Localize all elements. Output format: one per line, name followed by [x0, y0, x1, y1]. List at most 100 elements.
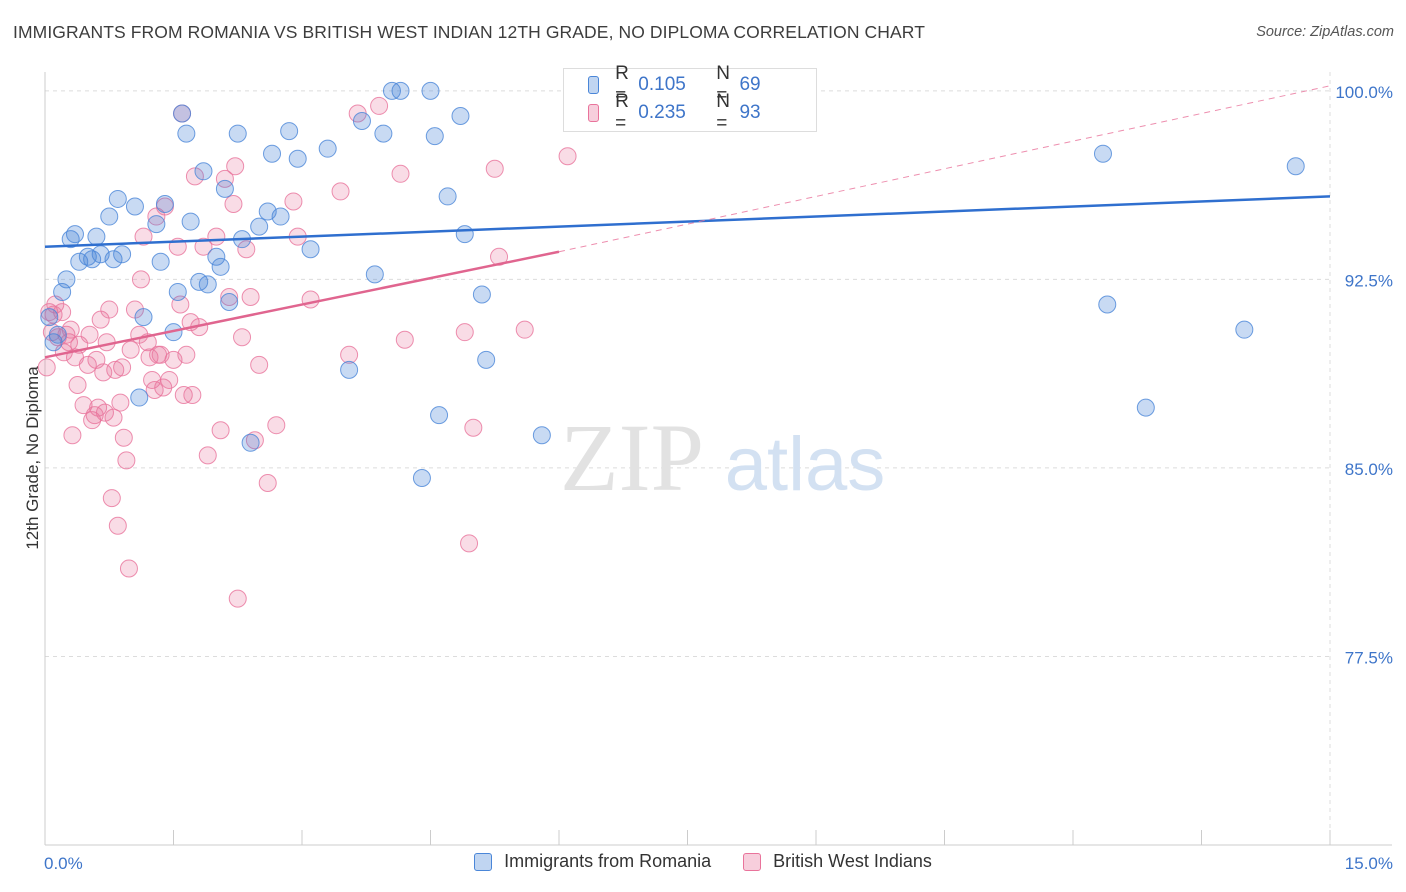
romania-point	[425, 127, 444, 146]
romania-point	[301, 240, 320, 259]
romania-point	[1136, 398, 1155, 417]
romania-point	[352, 112, 371, 131]
romania-point	[318, 139, 337, 158]
bwi-point	[395, 330, 414, 349]
bwi-point	[215, 169, 234, 188]
bwi-point	[391, 164, 410, 183]
romania-point	[472, 285, 491, 304]
series-legend: Immigrants from Romania British West Ind…	[0, 851, 1406, 872]
romania-point	[151, 252, 170, 271]
romania-point	[288, 149, 307, 168]
bwi-point	[185, 167, 204, 186]
source-label: Source: ZipAtlas.com	[1256, 24, 1394, 40]
bwi-point	[340, 345, 359, 364]
bwi-point	[194, 237, 213, 256]
r-value: 0.105	[638, 74, 686, 95]
y-tick-label: 77.5%	[1345, 648, 1393, 667]
trend-line-bwi	[44, 250, 560, 359]
bwi-point	[106, 360, 125, 379]
romania-point	[125, 197, 144, 216]
r-label: R =	[615, 91, 629, 134]
watermark-atlas: atlas	[725, 422, 886, 507]
trend-line-romania	[44, 195, 1331, 248]
legend-label-bwi: British West Indians	[773, 851, 932, 871]
x-tick-label: 0.0%	[44, 854, 83, 873]
bwi-point	[558, 147, 577, 166]
watermark: ZIP atlas	[560, 404, 885, 511]
bwi-swatch	[588, 104, 600, 122]
bwi-point	[74, 396, 93, 415]
legend-item-romania[interactable]: Immigrants from Romania	[474, 851, 711, 872]
romania-point	[194, 162, 213, 181]
romania-point	[532, 426, 551, 445]
romania-point	[365, 265, 384, 284]
romania-point	[421, 81, 440, 100]
romania-point	[198, 275, 217, 294]
romania-point	[65, 225, 84, 244]
bwi-point	[241, 287, 260, 306]
stats-row-bwi: R = 0.235 N = 93	[588, 91, 817, 134]
bwi-point	[183, 386, 202, 405]
romania-point	[1286, 157, 1305, 176]
romania-point	[340, 360, 359, 379]
bwi-point	[485, 159, 504, 178]
romania-point	[220, 293, 239, 312]
bwi-point	[455, 323, 474, 342]
bwi-point	[207, 227, 226, 246]
bwi-point	[301, 290, 320, 309]
axes	[44, 72, 1392, 846]
bwi-point	[63, 426, 82, 445]
n-label: N =	[716, 91, 731, 134]
romania-point	[207, 247, 226, 266]
romania-point	[271, 207, 290, 226]
romania-swatch	[588, 76, 600, 94]
bwi-point	[370, 96, 389, 115]
romania-point	[438, 187, 457, 206]
bwi-point	[233, 328, 252, 347]
romania-point	[412, 468, 431, 487]
bwi-point	[250, 355, 269, 374]
romania-point	[1093, 144, 1112, 163]
bwi-point	[37, 358, 56, 377]
romania-point	[155, 194, 174, 213]
bwi-point	[68, 375, 87, 394]
romania-point	[451, 106, 470, 125]
romania-point	[177, 124, 196, 143]
bwi-point	[131, 270, 150, 289]
stats-legend: R = 0.105 N = 69 R = 0.235 N = 93	[563, 63, 817, 134]
romania-point	[241, 433, 260, 452]
romania-point	[173, 104, 192, 123]
x-tick-label: 15.0%	[1345, 854, 1393, 873]
legend-item-bwi[interactable]: British West Indians	[743, 851, 932, 872]
bwi-point	[108, 516, 127, 535]
romania-point	[455, 225, 474, 244]
romania-point	[280, 122, 299, 141]
y-tick-label: 100.0%	[1335, 83, 1393, 102]
romania-point	[168, 282, 187, 301]
romania-point	[215, 179, 234, 198]
romania-point	[430, 406, 449, 425]
bwi-point	[113, 358, 132, 377]
romania-point	[100, 207, 119, 226]
romania-point	[211, 257, 230, 276]
n-value: 69	[739, 74, 761, 95]
romania-point	[83, 250, 102, 269]
bwi-point	[117, 451, 136, 470]
romania-point	[374, 124, 393, 143]
bwi-point	[515, 320, 534, 339]
bwi-point	[104, 408, 123, 427]
romania-swatch	[474, 852, 493, 871]
bwi-point	[94, 363, 113, 382]
romania-point	[228, 124, 247, 143]
romania-point	[87, 227, 106, 246]
bwi-point	[111, 393, 130, 412]
trend-lines	[44, 85, 1331, 359]
romania-point	[147, 215, 166, 234]
romania-point	[1235, 320, 1254, 339]
bwi-point	[228, 589, 247, 608]
bwi-point	[211, 421, 230, 440]
romania-point	[1098, 295, 1117, 314]
bwi-point	[160, 370, 179, 389]
romania-point	[104, 250, 123, 269]
